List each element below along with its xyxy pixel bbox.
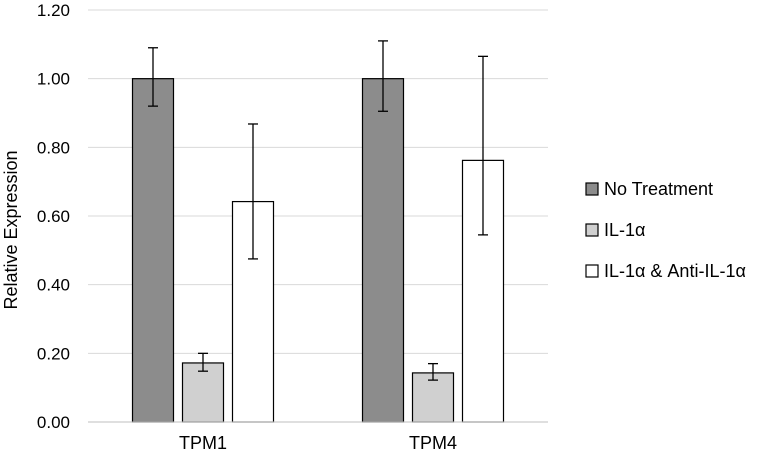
legend-swatch <box>585 223 599 237</box>
y-tick-label: 1.20 <box>37 1 70 20</box>
y-tick-label: 0.60 <box>37 207 70 226</box>
legend-label: No Treatment <box>604 179 713 199</box>
x-tick-label: TPM1 <box>179 433 227 453</box>
y-tick-label: 0.80 <box>37 138 70 157</box>
bar <box>411 372 455 423</box>
error-bars <box>148 40 488 381</box>
legend-swatch <box>585 264 599 278</box>
y-tick-label: 0.00 <box>37 413 70 432</box>
y-tick-label: 0.20 <box>37 344 70 363</box>
bars <box>131 78 505 423</box>
legend-label: IL-1α & Anti-IL-1α <box>604 261 746 281</box>
bar <box>131 78 175 423</box>
legend-label: IL-1α <box>604 220 645 240</box>
y-tick-label: 1.00 <box>37 70 70 89</box>
bar <box>361 78 405 423</box>
y-tick-label: 0.40 <box>37 276 70 295</box>
y-axis-title: Relative Expression <box>1 150 21 309</box>
legend: No Treatment IL-1α IL-1α & Anti-IL-1α <box>585 179 746 281</box>
x-tick-label: TPM4 <box>409 433 457 453</box>
legend-swatch <box>585 182 599 196</box>
axes: 0.00 0.20 0.40 0.60 0.80 1.00 1.20 TPM1 TPM4 <box>37 1 548 453</box>
